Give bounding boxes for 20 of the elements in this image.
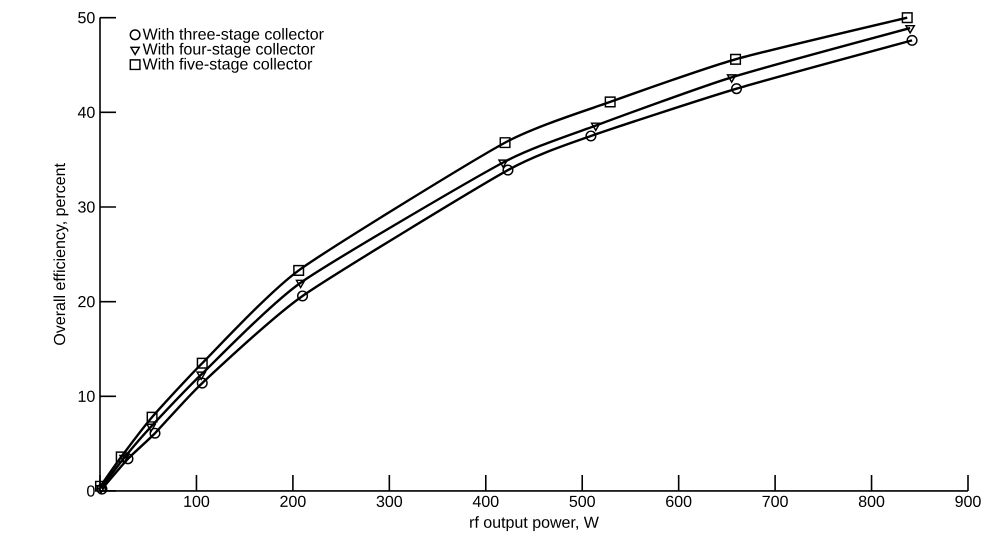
x-tick-label: 800 bbox=[858, 496, 884, 508]
legend-label: With three-stage collector bbox=[142, 28, 324, 43]
y-tick-label: 50 bbox=[78, 12, 95, 24]
y-tick-label: 0 bbox=[87, 485, 95, 497]
x-tick-label: 100 bbox=[184, 496, 210, 508]
y-tick-label: 20 bbox=[78, 296, 95, 308]
legend-label: With four-stage collector bbox=[142, 42, 315, 58]
legend-label: With five-stage collector bbox=[142, 58, 312, 73]
x-tick-label: 200 bbox=[280, 496, 306, 508]
x-tick-label: 700 bbox=[762, 496, 788, 508]
x-tick-label: 500 bbox=[570, 496, 595, 508]
y-tick-label: 30 bbox=[78, 201, 95, 213]
x-tick-label: 900 bbox=[955, 496, 981, 508]
x-tick-label: 600 bbox=[666, 496, 692, 508]
x-tick-label: 400 bbox=[472, 496, 499, 508]
y-tick-label: 40 bbox=[78, 106, 95, 118]
x-axis-title: rf output power, W bbox=[470, 516, 599, 532]
x-tick-label: 300 bbox=[376, 496, 402, 508]
y-tick-label: 10 bbox=[78, 390, 95, 402]
y-axis-title: Overall efficiency, percent bbox=[53, 163, 68, 345]
